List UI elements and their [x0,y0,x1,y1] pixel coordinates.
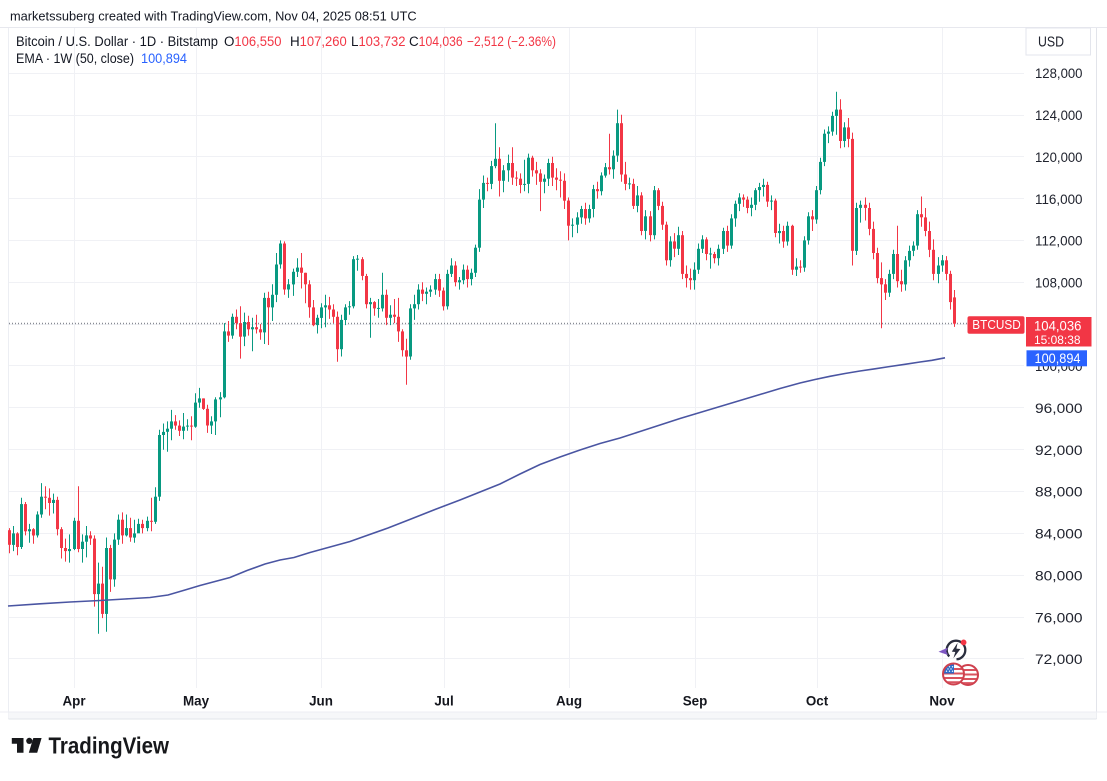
svg-text:96,000: 96,000 [1035,401,1083,417]
svg-text:84,000: 84,000 [1035,527,1083,543]
svg-text:USD: USD [1038,35,1064,51]
svg-text:May: May [183,694,210,709]
svg-text:15:08:38: 15:08:38 [1034,333,1081,347]
svg-text:Aug: Aug [556,694,582,709]
svg-text:100,894: 100,894 [141,51,188,66]
svg-text:Sep: Sep [683,694,708,709]
svg-text:108,000: 108,000 [1035,275,1083,291]
svg-text:Bitcoin / U.S. Dollar · 1D · B: Bitcoin / U.S. Dollar · 1D · Bitstamp [16,34,218,49]
svg-text:EMA · 1W (50, close): EMA · 1W (50, close) [16,51,134,66]
svg-text:88,000: 88,000 [1035,485,1083,501]
svg-text:128,000: 128,000 [1035,66,1083,82]
svg-text:76,000: 76,000 [1035,610,1083,626]
svg-text:104,036: 104,036 [1034,317,1082,333]
svg-text:72,000: 72,000 [1035,652,1083,668]
svg-text:124,000: 124,000 [1035,108,1083,124]
svg-text:80,000: 80,000 [1035,568,1083,584]
svg-text:92,000: 92,000 [1035,443,1083,459]
svg-text:100,894: 100,894 [1035,350,1081,366]
svg-text:H107,260: H107,260 [290,34,347,49]
svg-text:C104,036: C104,036 [409,34,463,49]
svg-text:116,000: 116,000 [1035,192,1083,208]
svg-text:112,000: 112,000 [1035,234,1083,250]
svg-text:O106,550: O106,550 [224,34,281,49]
svg-text:L103,732: L103,732 [351,34,405,49]
svg-text:−2,512 (−2.36%): −2,512 (−2.36%) [467,34,556,49]
svg-text:TradingView: TradingView [49,733,170,759]
svg-text:Oct: Oct [806,694,829,709]
svg-text:Apr: Apr [62,694,86,709]
svg-text:120,000: 120,000 [1035,150,1083,166]
svg-text:BTCUSD: BTCUSD [972,318,1020,332]
svg-text:marketssuberg created with Tra: marketssuberg created with TradingView.c… [10,9,417,24]
svg-text:Jun: Jun [309,694,333,709]
svg-text:Nov: Nov [929,694,955,709]
svg-text:Jul: Jul [434,694,453,709]
